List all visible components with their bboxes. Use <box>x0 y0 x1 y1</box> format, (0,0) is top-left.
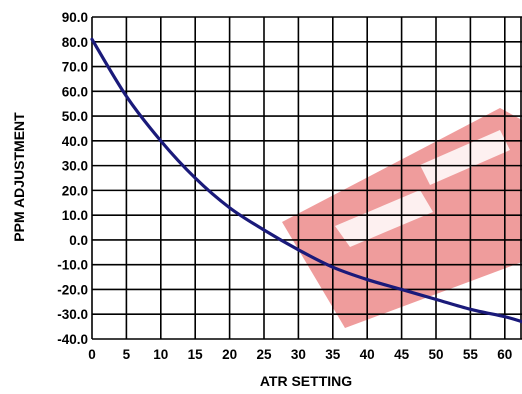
x-tick-label: 30 <box>291 347 306 362</box>
data-series <box>90 37 522 324</box>
y-tick-label: 60.0 <box>62 84 88 99</box>
x-tick-label: 35 <box>325 347 341 362</box>
x-tick-label: 55 <box>463 347 479 362</box>
x-tick-label: 5 <box>123 347 131 362</box>
y-tick-label: 30.0 <box>62 159 88 174</box>
watermark-cutout <box>420 130 510 185</box>
x-tick-label: 0 <box>88 347 96 362</box>
x-tick-label: 60 <box>497 347 512 362</box>
y-tick-label: 20.0 <box>62 183 88 198</box>
x-tick-label: 50 <box>428 347 443 362</box>
x-tick-label: 25 <box>256 347 272 362</box>
y-axis-title: PPM ADJUSTMENT <box>11 112 27 242</box>
x-tick-label: 15 <box>188 347 204 362</box>
y-tick-label: 40.0 <box>62 134 88 149</box>
y-tick-label: 0.0 <box>69 233 88 248</box>
x-tick-label: 40 <box>360 347 375 362</box>
x-tick-label: 10 <box>153 347 168 362</box>
y-tick-label: 50.0 <box>62 109 88 124</box>
x-tick-labels: 0 5 10 15 20 25 30 35 40 45 50 55 60 <box>88 347 512 362</box>
x-tick-label: 45 <box>394 347 410 362</box>
y-tick-labels: 90.0 80.0 70.0 60.0 50.0 40.0 30.0 20.0 10.0 0.0 -… <box>57 10 88 347</box>
y-tick-label: -20.0 <box>57 282 88 297</box>
x-tick-label: 20 <box>222 347 237 362</box>
y-tick-label: 80.0 <box>62 35 88 50</box>
y-tick-label: -40.0 <box>57 332 88 347</box>
y-tick-label: -10.0 <box>57 258 88 273</box>
y-tick-label: 70.0 <box>62 60 88 75</box>
chart-grid <box>91 16 522 340</box>
y-tick-label: -30.0 <box>57 307 88 322</box>
series-line <box>90 37 522 324</box>
y-tick-label: 90.0 <box>62 10 88 25</box>
y-tick-label: 10.0 <box>62 208 88 223</box>
watermark-cutout <box>335 190 433 247</box>
x-axis-title: ATR SETTING <box>260 373 352 389</box>
